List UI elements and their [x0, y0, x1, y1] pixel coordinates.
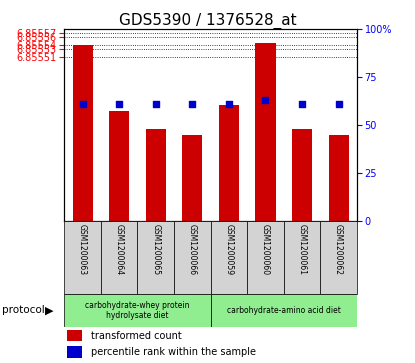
- Bar: [67, 346, 82, 358]
- Point: [226, 101, 232, 107]
- Text: GSM1200064: GSM1200064: [115, 224, 124, 275]
- Text: transformed count: transformed count: [90, 331, 181, 341]
- Bar: [219, 105, 239, 221]
- Point: [262, 97, 269, 103]
- FancyBboxPatch shape: [211, 221, 247, 294]
- Text: carbohydrate-amino acid diet: carbohydrate-amino acid diet: [227, 306, 341, 315]
- Bar: [73, 45, 93, 221]
- FancyBboxPatch shape: [247, 221, 284, 294]
- Bar: [67, 330, 82, 341]
- Text: GSM1200059: GSM1200059: [225, 224, 233, 275]
- Point: [79, 101, 86, 107]
- FancyBboxPatch shape: [174, 221, 211, 294]
- Point: [299, 101, 305, 107]
- Bar: [109, 111, 129, 221]
- Point: [335, 101, 342, 107]
- FancyBboxPatch shape: [211, 294, 357, 327]
- Text: GSM1200066: GSM1200066: [188, 224, 197, 275]
- Bar: [329, 135, 349, 221]
- Point: [116, 101, 122, 107]
- Text: carbohydrate-whey protein
hydrolysate diet: carbohydrate-whey protein hydrolysate di…: [85, 301, 190, 320]
- Text: ▶: ▶: [45, 305, 53, 315]
- Text: GDS5390 / 1376528_at: GDS5390 / 1376528_at: [119, 13, 296, 29]
- FancyBboxPatch shape: [64, 294, 211, 327]
- Bar: [255, 43, 276, 221]
- FancyBboxPatch shape: [320, 221, 357, 294]
- Point: [189, 101, 195, 107]
- FancyBboxPatch shape: [64, 221, 101, 294]
- Text: GSM1200062: GSM1200062: [334, 224, 343, 274]
- Point: [152, 101, 159, 107]
- Text: protocol: protocol: [2, 305, 45, 315]
- Text: GSM1200065: GSM1200065: [151, 224, 160, 275]
- FancyBboxPatch shape: [101, 221, 137, 294]
- FancyBboxPatch shape: [284, 221, 320, 294]
- Text: GSM1200061: GSM1200061: [298, 224, 307, 274]
- Bar: [292, 129, 312, 221]
- Bar: [182, 135, 203, 221]
- Text: GSM1200063: GSM1200063: [78, 224, 87, 275]
- Text: GSM1200060: GSM1200060: [261, 224, 270, 275]
- Text: percentile rank within the sample: percentile rank within the sample: [90, 347, 256, 357]
- Bar: [146, 129, 166, 221]
- FancyBboxPatch shape: [137, 221, 174, 294]
